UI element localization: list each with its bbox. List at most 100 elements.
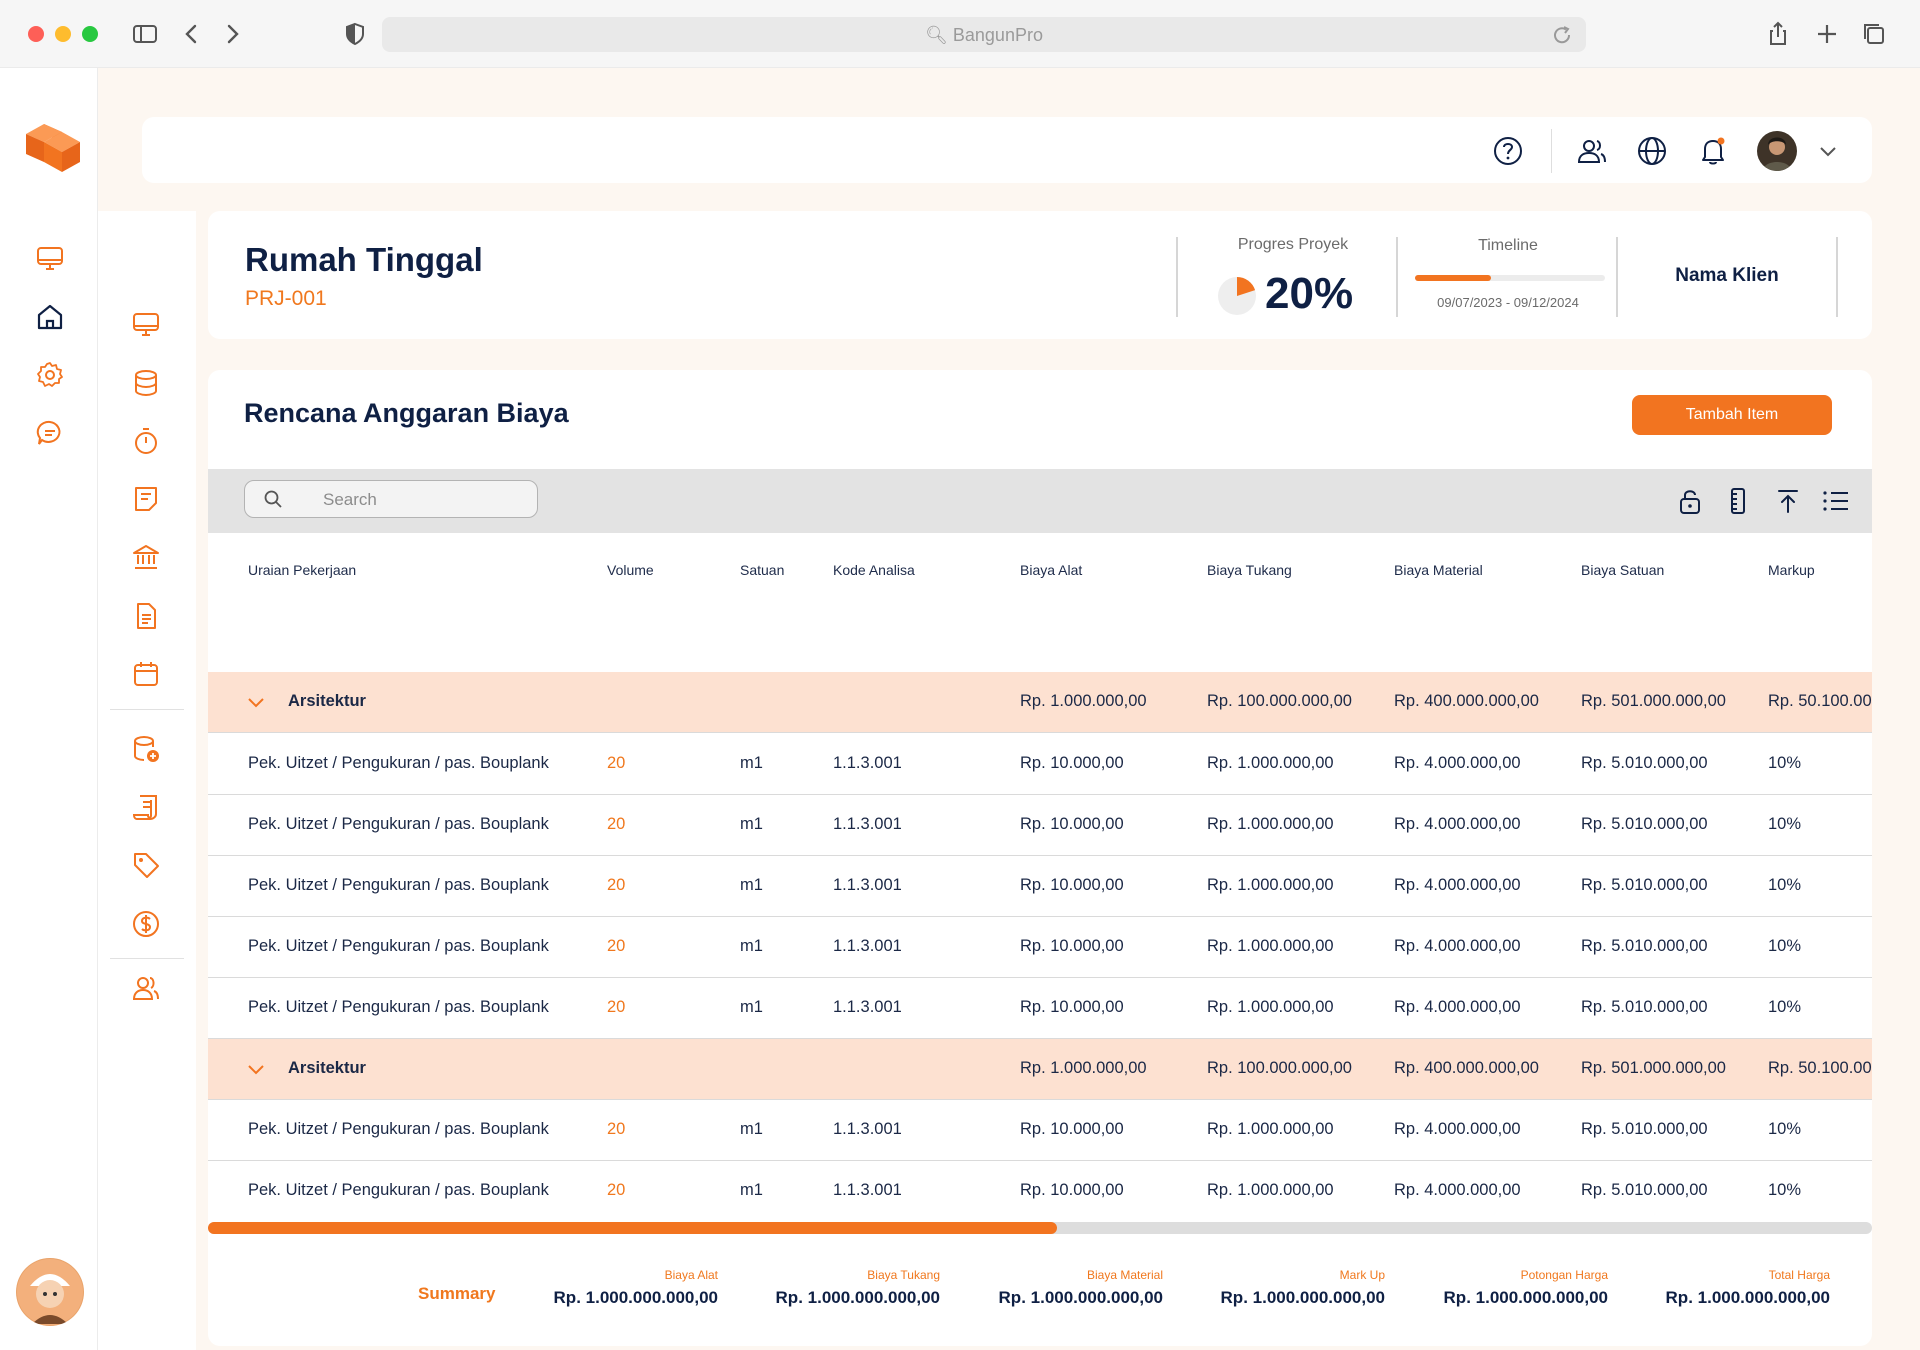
chevron-down-icon[interactable] <box>246 1059 266 1079</box>
scroll-icon[interactable] <box>131 792 161 822</box>
summary-total-harga: Total Harga Rp. 1.000.000.000,00 <box>1620 1268 1830 1308</box>
sidebar-toggle-icon[interactable] <box>131 20 159 48</box>
cell-kode: 1.1.3.001 <box>833 1181 902 1199</box>
table-row[interactable]: Pek. Uitzet / Pengukuran / pas. Bouplank… <box>208 734 1872 795</box>
cell-biaya-material: Rp. 400.000.000,00 <box>1394 1059 1539 1077</box>
top-bar <box>142 117 1872 183</box>
client-name: Nama Klien <box>1675 265 1779 286</box>
database-icon[interactable] <box>131 368 161 398</box>
cell-biaya-material: Rp. 4.000.000,00 <box>1394 998 1521 1016</box>
cell-biaya-material: Rp. 400.000.000,00 <box>1394 692 1539 710</box>
table-row[interactable]: Pek. Uitzet / Pengukuran / pas. Bouplank… <box>208 917 1872 978</box>
cell-biaya-alat: Rp. 10.000,00 <box>1020 998 1124 1016</box>
ruler-icon[interactable] <box>1723 486 1753 516</box>
tag-icon[interactable] <box>131 850 161 880</box>
progress-pie <box>1218 277 1256 315</box>
help-icon[interactable] <box>1492 135 1524 167</box>
divider <box>1396 237 1398 317</box>
cell-kode: 1.1.3.001 <box>833 815 902 833</box>
cell-markup: 10% <box>1768 815 1802 833</box>
cell-biaya-alat: Rp. 10.000,00 <box>1020 937 1124 955</box>
zoom-window-button[interactable] <box>82 26 98 42</box>
table-row[interactable]: Pek. Uitzet / Pengukuran / pas. Bouplank… <box>208 795 1872 856</box>
col-biaya-satuan: Biaya Satuan <box>1581 562 1665 578</box>
cell-uraian: Pek. Uitzet / Pengukuran / pas. Bouplank <box>248 1181 549 1199</box>
scrollbar-thumb[interactable] <box>208 1222 1057 1234</box>
cell-satuan: m1 <box>740 876 763 894</box>
col-biaya-material: Biaya Material <box>1394 562 1483 578</box>
team-icon[interactable] <box>131 973 161 1003</box>
dollar-icon[interactable] <box>131 909 161 939</box>
table-row[interactable]: Pek. Uitzet / Pengukuran / pas. Bouplank… <box>208 1100 1872 1161</box>
cell-biaya-alat: Rp. 10.000,00 <box>1020 1120 1124 1138</box>
assistant-avatar[interactable] <box>16 1258 84 1326</box>
cell-uraian: Pek. Uitzet / Pengukuran / pas. Bouplank <box>248 754 549 772</box>
search-input[interactable]: Search <box>244 480 538 518</box>
avatar[interactable] <box>1757 131 1797 171</box>
users-icon[interactable] <box>1576 135 1608 167</box>
cell-markup: 10% <box>1768 1120 1802 1138</box>
divider <box>1616 237 1618 317</box>
calendar-icon[interactable] <box>131 659 161 689</box>
tabs-overview-icon[interactable] <box>1860 20 1888 48</box>
add-item-button[interactable]: Tambah Item <box>1632 395 1832 435</box>
cell-biaya-tukang: Rp. 100.000.000,00 <box>1207 1059 1352 1077</box>
search-placeholder: Search <box>323 490 377 509</box>
chevron-down-icon[interactable] <box>246 692 266 712</box>
group-row[interactable]: Arsitektur Rp. 1.000.000,00 Rp. 100.000.… <box>208 672 1872 733</box>
group-row[interactable]: Arsitektur Rp. 1.000.000,00 Rp. 100.000.… <box>208 1039 1872 1100</box>
cell-uraian: Pek. Uitzet / Pengukuran / pas. Bouplank <box>248 876 549 894</box>
cell-biaya-tukang: Rp. 1.000.000,00 <box>1207 754 1334 772</box>
cell-markup: Rp. 50.100.000 <box>1768 1059 1872 1077</box>
col-satuan: Satuan <box>740 562 785 578</box>
share-icon[interactable] <box>1764 20 1792 48</box>
new-tab-icon[interactable] <box>1813 20 1841 48</box>
back-icon[interactable] <box>178 20 206 48</box>
lock-open-icon[interactable] <box>1675 486 1705 516</box>
home-icon[interactable] <box>35 302 65 332</box>
chevron-down-icon[interactable] <box>1812 135 1844 167</box>
bell-icon[interactable] <box>1697 135 1729 167</box>
forward-icon[interactable] <box>218 20 246 48</box>
cell-biaya-satuan: Rp. 5.010.000,00 <box>1581 754 1708 772</box>
document-icon[interactable] <box>131 601 161 631</box>
summary-item-label: Biaya Tukang <box>867 1268 940 1282</box>
summary-item-label: Total Harga <box>1768 1268 1830 1282</box>
table-row[interactable]: Pek. Uitzet / Pengukuran / pas. Bouplank… <box>208 978 1872 1039</box>
table-row[interactable]: Pek. Uitzet / Pengukuran / pas. Bouplank… <box>208 856 1872 917</box>
cell-satuan: m1 <box>740 1181 763 1199</box>
minimize-window-button[interactable] <box>55 26 71 42</box>
cell-uraian: Pek. Uitzet / Pengukuran / pas. Bouplank <box>248 937 549 955</box>
timer-icon[interactable] <box>131 426 161 456</box>
settings-icon[interactable] <box>35 360 65 390</box>
divider <box>1176 237 1178 317</box>
search-icon: 🔍︎ <box>925 25 948 45</box>
summary-biaya-alat: Biaya Alat Rp. 1.000.000.000,00 <box>508 1268 718 1308</box>
globe-icon[interactable] <box>1636 135 1668 167</box>
monitor-icon[interactable] <box>35 243 65 273</box>
upload-icon[interactable] <box>1773 486 1803 516</box>
database-add-icon[interactable] <box>131 734 161 764</box>
note-icon[interactable] <box>131 484 161 514</box>
chat-icon[interactable] <box>35 418 65 448</box>
cell-kode: 1.1.3.001 <box>833 998 902 1016</box>
search-icon <box>264 490 282 508</box>
cell-biaya-tukang: Rp. 100.000.000,00 <box>1207 692 1352 710</box>
close-window-button[interactable] <box>28 26 44 42</box>
address-bar[interactable]: 🔍︎ BangunPro <box>382 17 1586 52</box>
bank-icon[interactable] <box>131 542 161 572</box>
monitor-icon[interactable] <box>131 309 161 339</box>
cell-satuan: m1 <box>740 998 763 1016</box>
cell-biaya-satuan: Rp. 5.010.000,00 <box>1581 815 1708 833</box>
summary-item-label: Potongan Harga <box>1520 1268 1608 1282</box>
list-icon[interactable] <box>1821 486 1851 516</box>
horizontal-scrollbar[interactable] <box>208 1222 1872 1234</box>
cell-biaya-tukang: Rp. 1.000.000,00 <box>1207 1181 1334 1199</box>
cell-biaya-tukang: Rp. 1.000.000,00 <box>1207 815 1334 833</box>
summary-biaya-material: Biaya Material Rp. 1.000.000.000,00 <box>953 1268 1163 1308</box>
table-row[interactable]: Pek. Uitzet / Pengukuran / pas. Bouplank… <box>208 1161 1872 1222</box>
url-text: BangunPro <box>952 25 1043 45</box>
shield-icon[interactable] <box>341 20 369 48</box>
cell-biaya-alat: Rp. 1.000.000,00 <box>1020 1059 1147 1077</box>
reload-icon[interactable] <box>1550 23 1574 47</box>
